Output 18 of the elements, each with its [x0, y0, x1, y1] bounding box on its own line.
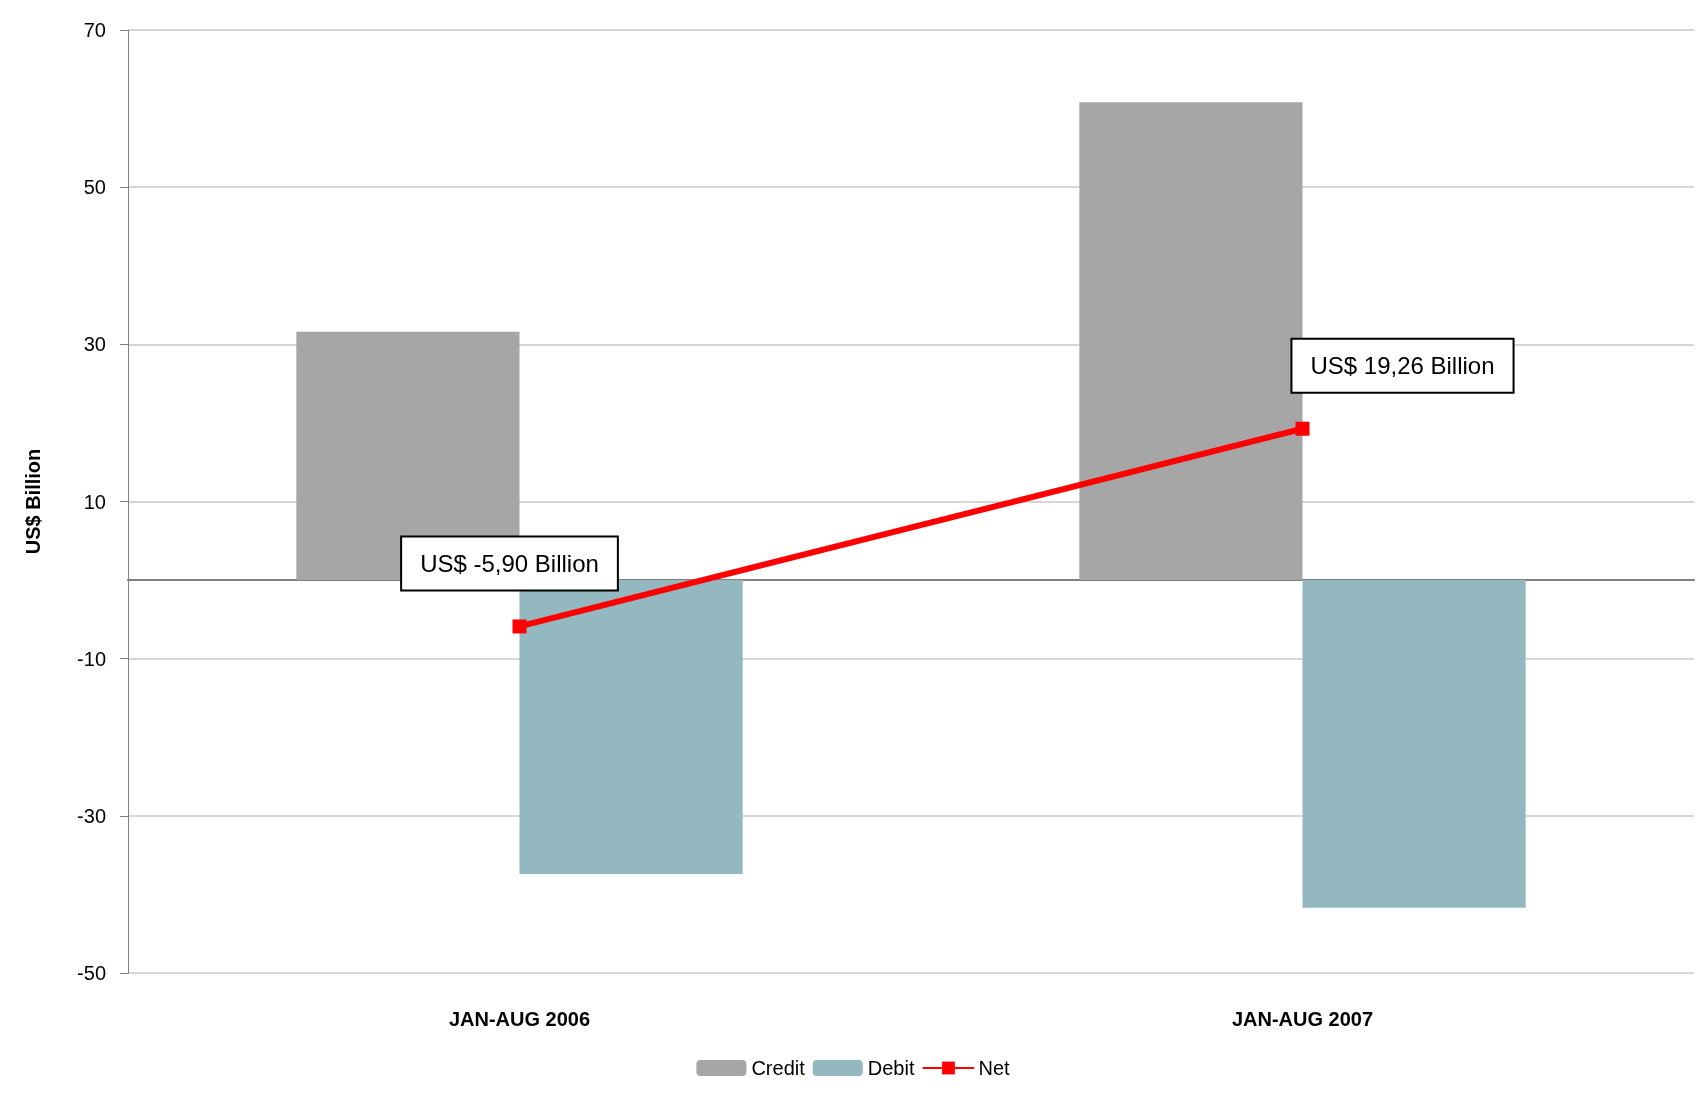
y-tick-label: 70	[83, 19, 106, 41]
legend-label: Net	[978, 1057, 1011, 1079]
x-tick-label: JAN-AUG 2007	[1231, 1008, 1374, 1030]
legend-label: Credit	[751, 1057, 806, 1079]
legend-label: Debit	[867, 1057, 915, 1079]
x-tick-label: JAN-AUG 2006	[448, 1008, 591, 1030]
bar	[1302, 580, 1526, 908]
annotation: US$ -5,90 Billion	[420, 549, 599, 577]
y-axis-title: US$ Billion	[22, 448, 44, 555]
y-tick-label: -50	[77, 962, 106, 984]
y-tick-label: 10	[83, 490, 106, 513]
bar	[1079, 102, 1303, 581]
y-tick-label: 50	[83, 176, 106, 199]
annotation: US$ 19,26 Billion	[1310, 352, 1495, 380]
bar	[519, 580, 743, 874]
y-tick-label: -30	[77, 804, 106, 827]
y-tick-label: 30	[83, 333, 106, 356]
y-tick-label: -10	[77, 647, 106, 670]
